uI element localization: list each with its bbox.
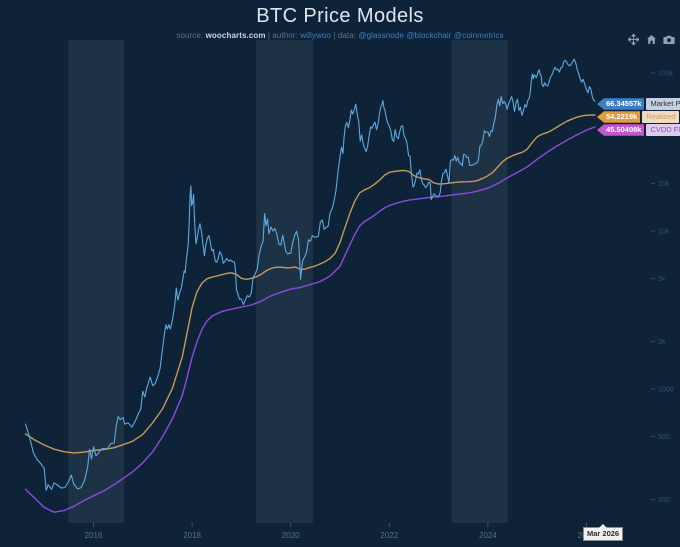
price-line-market-price: [24, 58, 596, 491]
chart-toolbar: [626, 33, 676, 46]
caret-up-icon: [599, 524, 608, 528]
current-date-axis-label: Mar 2026: [583, 524, 624, 541]
cvdd-floor-legend-chip[interactable]: CVDD Floor: [646, 124, 680, 136]
x-axis-year-label: 2022: [380, 531, 398, 540]
screenshot-button[interactable]: [662, 33, 676, 46]
market-price-legend-chip[interactable]: Market Price: [646, 98, 680, 110]
page-title: BTC Price Models: [256, 5, 424, 27]
data-label: | data:: [330, 31, 359, 40]
y-axis-tick-label: 20k: [658, 181, 670, 188]
realized-price-value: 54.2219k: [597, 111, 641, 123]
halving-band: [68, 40, 125, 523]
y-axis-tick-label: 100k: [658, 71, 674, 78]
halving-band: [451, 40, 508, 523]
data-provider-links[interactable]: @glassnode @blockchair @coinmetrics: [358, 31, 504, 40]
realized-legend-chip[interactable]: Realized: [642, 111, 680, 123]
source-label: source:: [176, 31, 206, 40]
x-axis-year-label: 2018: [183, 531, 201, 540]
price-line-cvdd-floor: [24, 126, 596, 513]
x-axis-year-label: 2016: [85, 531, 103, 540]
chart-credits: source: woocharts.com | author: willywoo…: [0, 31, 680, 40]
halving-band: [256, 40, 313, 523]
cvdd-floor-value: 45.50408k: [597, 124, 645, 136]
x-axis-year-label: 2024: [479, 531, 497, 540]
market-price-badge-row: 66.34557k Market Price: [597, 98, 680, 110]
pan-icon: [627, 34, 639, 45]
y-axis-tick-label: 10k: [658, 229, 670, 236]
y-axis-tick-label: 2k: [658, 339, 666, 346]
realized-price-badge-row: 54.2219k Realized: [597, 111, 680, 123]
pan-zoom-button[interactable]: [626, 33, 640, 46]
reset-view-button[interactable]: [644, 33, 658, 46]
author-label: | author:: [265, 31, 301, 40]
price-line-realized: [24, 114, 596, 454]
camera-icon: [663, 35, 675, 44]
chart-header: BTC Price Models source: woocharts.com |…: [0, 0, 680, 40]
home-icon: [646, 35, 656, 44]
y-axis-tick-label: 1000: [658, 387, 674, 394]
author-link[interactable]: willywoo: [300, 31, 331, 40]
x-axis-year-label: 2020: [282, 531, 300, 540]
source-value: woocharts.com: [205, 31, 266, 40]
cvdd-floor-badge-row: 45.50408k CVDD Floor: [597, 124, 680, 136]
y-axis-tick-label: 5k: [658, 276, 666, 283]
market-price-value: 66.34557k: [597, 98, 645, 110]
y-axis-tick-label: 200: [658, 497, 670, 504]
y-axis-tick-label: 500: [658, 434, 670, 441]
